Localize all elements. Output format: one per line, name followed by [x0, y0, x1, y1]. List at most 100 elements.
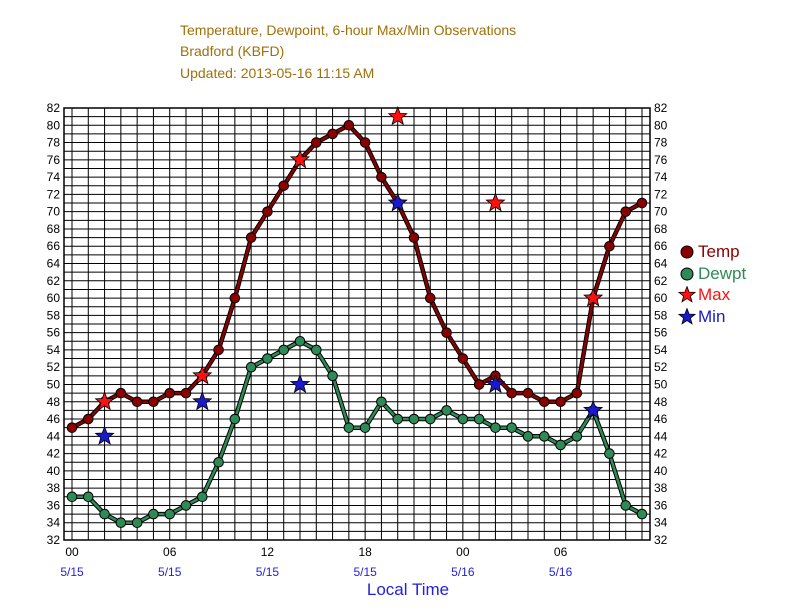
- x-tick-time-label: 06: [163, 545, 177, 559]
- y-tick-label-right: 66: [654, 239, 668, 253]
- y-tick-label-right: 32: [654, 533, 668, 547]
- x-tick-date-label: 5/15: [158, 565, 182, 579]
- y-tick-label-left: 72: [47, 187, 61, 201]
- y-tick-label-left: 68: [47, 222, 61, 236]
- updated-timestamp: Updated: 2013-05-16 11:15 AM: [180, 65, 375, 81]
- x-tick-time-label: 06: [554, 545, 568, 559]
- dewpt-point: [327, 370, 338, 382]
- dewpt-point: [408, 413, 420, 425]
- dewpt-point: [245, 361, 257, 373]
- max-star-point: [94, 391, 115, 411]
- temp-point: [115, 387, 127, 399]
- max-star-point: [289, 149, 311, 169]
- y-tick-label-right: 52: [654, 360, 668, 374]
- dewpt-point: [490, 422, 501, 433]
- dewpt-point: [571, 431, 583, 442]
- dewpt-point: [99, 508, 110, 520]
- y-tick-label-left: 40: [47, 464, 61, 478]
- dewpt-point: [213, 456, 224, 468]
- x-axis-label-row: Local Time: [0, 580, 792, 600]
- legend-temp-dot-icon: [680, 245, 694, 259]
- y-tick-label-left: 44: [47, 429, 61, 443]
- x-tick-time-label: 00: [65, 545, 79, 559]
- x-tick-date-label: 5/16: [451, 565, 475, 579]
- y-tick-label-left: 34: [47, 516, 61, 530]
- y-tick-label-left: 66: [47, 239, 61, 253]
- dewpt-point: [522, 431, 534, 442]
- temp-point: [571, 387, 583, 399]
- chart-title: Temperature, Dewpoint, 6-hour Max/Min Ob…: [180, 22, 517, 38]
- y-tick-label-right: 78: [654, 136, 668, 150]
- dewpt-point: [604, 448, 615, 459]
- y-tick-label-left: 52: [47, 360, 61, 374]
- temp-point: [278, 180, 290, 192]
- x-tick-date-label: 5/16: [549, 565, 573, 579]
- legend-dewpt-label: Dewpt: [698, 264, 747, 283]
- temp-point: [376, 171, 387, 183]
- min-star-point: [94, 425, 115, 445]
- y-tick-label-right: 60: [654, 291, 668, 305]
- dewpt-point: [164, 508, 176, 520]
- legend-min-label: Min: [698, 307, 726, 326]
- dewpt-point: [131, 517, 143, 529]
- temp-point: [538, 396, 550, 408]
- temp-point: [343, 119, 355, 131]
- temp-point: [164, 387, 176, 399]
- y-tick-label-right: 74: [654, 170, 668, 184]
- temp-point: [636, 197, 648, 209]
- temp-point: [180, 387, 192, 399]
- dewpt-point: [82, 491, 94, 503]
- legend-item-dewpt: Dewpt: [678, 264, 746, 284]
- y-tick-label-left: 60: [47, 291, 61, 305]
- y-tick-label-right: 54: [654, 343, 668, 357]
- temp-point: [213, 344, 224, 356]
- x-tick-time-label: 18: [358, 545, 372, 559]
- y-tick-label-left: 48: [47, 395, 61, 409]
- y-tick-label-left: 78: [47, 136, 61, 150]
- y-tick-label-left: 54: [47, 343, 61, 357]
- max-star-point: [583, 287, 604, 307]
- dewpt-point: [538, 431, 550, 442]
- temp-point: [555, 396, 566, 408]
- dewpt-point: [115, 517, 127, 529]
- y-tick-label-right: 44: [654, 429, 668, 443]
- dewpt-point: [441, 405, 452, 416]
- y-tick-label-right: 50: [654, 377, 668, 391]
- y-tick-label-left: 42: [47, 447, 61, 461]
- y-tick-label-right: 62: [654, 274, 668, 288]
- y-tick-label-left: 58: [47, 308, 61, 322]
- temp-point: [441, 327, 452, 338]
- x-tick-time-label: 00: [456, 545, 470, 559]
- dewpt-point: [343, 422, 355, 433]
- dewpt-point: [148, 508, 159, 520]
- dewpt-point: [278, 344, 290, 356]
- dewpt-point: [294, 335, 306, 347]
- y-tick-label-right: 56: [654, 326, 668, 340]
- y-tick-label-right: 46: [654, 412, 668, 426]
- y-tick-label-left: 62: [47, 274, 61, 288]
- dewpt-point: [376, 396, 387, 408]
- legend-item-max: Max: [678, 285, 730, 305]
- y-tick-label-left: 56: [47, 326, 61, 340]
- dewpt-point: [555, 439, 566, 451]
- y-tick-label-right: 76: [654, 153, 668, 167]
- min-star-point: [583, 399, 604, 420]
- temp-point: [408, 232, 420, 243]
- dewpt-point: [636, 508, 648, 520]
- temp-point: [148, 396, 159, 408]
- y-tick-label-right: 70: [654, 205, 668, 219]
- min-star-point: [289, 373, 311, 394]
- legend-min-star-icon: [678, 308, 696, 325]
- min-star-point: [192, 391, 213, 411]
- temp-point: [522, 387, 534, 399]
- dewpt-point: [620, 500, 632, 511]
- temp-point: [245, 232, 257, 243]
- y-tick-label-left: 50: [47, 377, 61, 391]
- dewpt-point: [180, 500, 192, 511]
- dewpt-point: [196, 491, 208, 503]
- legend-item-min: Min: [678, 307, 725, 327]
- dewpt-point: [229, 413, 241, 425]
- dewpt-point: [359, 422, 371, 433]
- y-tick-label-right: 68: [654, 222, 668, 236]
